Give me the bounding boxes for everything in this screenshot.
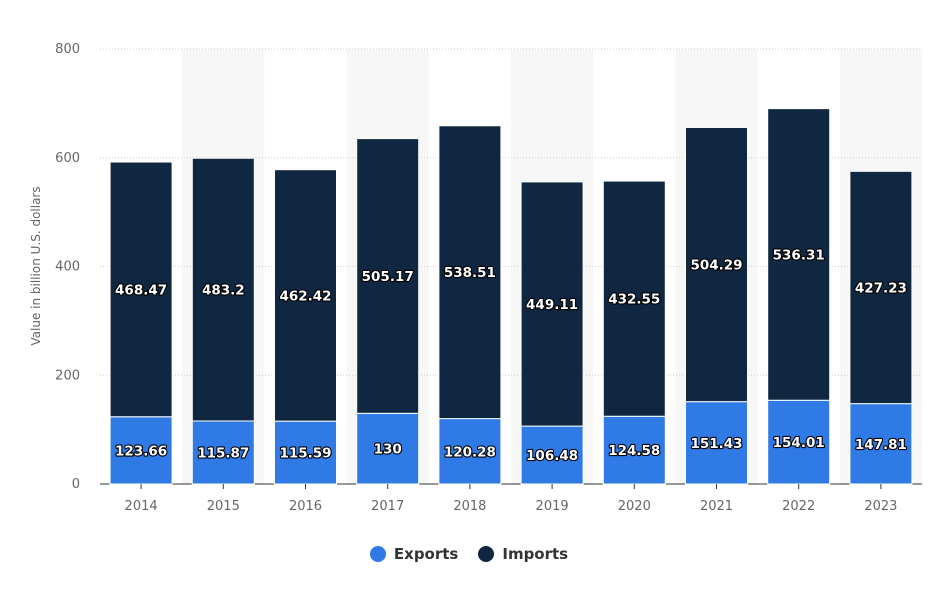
bar-imports[interactable] bbox=[438, 125, 502, 420]
bar-imports[interactable] bbox=[849, 170, 913, 405]
legend-label-imports: Imports bbox=[502, 545, 569, 563]
data-label-imports: 538.51 bbox=[444, 265, 496, 281]
x-tick-label: 2023 bbox=[864, 499, 897, 514]
data-label-imports: 462.42 bbox=[279, 288, 331, 304]
data-label-exports: 115.59 bbox=[279, 446, 331, 462]
exports-legend-marker bbox=[369, 546, 386, 562]
y-tick-label: 400 bbox=[55, 260, 80, 275]
bar-exports[interactable] bbox=[520, 425, 584, 485]
data-label-exports: 151.43 bbox=[690, 436, 742, 452]
x-axis-ticks: 2014 2015 2016 2017 2018 2019 2020 2021 2022 2023 bbox=[125, 484, 897, 514]
bar-imports[interactable] bbox=[191, 157, 255, 422]
data-label-imports: 536.31 bbox=[773, 247, 825, 263]
data-label-imports: 427.23 bbox=[855, 280, 907, 296]
y-tick-label: 800 bbox=[55, 42, 80, 57]
data-label-imports: 504.29 bbox=[690, 258, 742, 274]
y-tick-label: 0 bbox=[72, 477, 80, 492]
data-label-exports: 106.48 bbox=[526, 448, 578, 464]
data-label-imports: 468.47 bbox=[115, 282, 167, 298]
data-label-exports: 124.58 bbox=[608, 443, 660, 459]
x-tick-label: 2017 bbox=[371, 499, 404, 514]
bar-imports[interactable] bbox=[356, 138, 420, 414]
x-tick-label: 2022 bbox=[782, 499, 815, 514]
legend: Exports Imports bbox=[0, 545, 938, 563]
bar-exports[interactable] bbox=[438, 418, 502, 485]
y-axis-title: Value in billion U.S. dollars bbox=[29, 186, 43, 345]
bar-imports[interactable] bbox=[602, 180, 666, 417]
bar-exports[interactable] bbox=[274, 420, 337, 485]
x-tick-label: 2018 bbox=[453, 499, 486, 514]
bar-exports[interactable] bbox=[191, 420, 255, 485]
bar-imports[interactable] bbox=[767, 108, 831, 401]
bar-imports[interactable] bbox=[274, 169, 337, 422]
data-labels: 123.66 468.47 115.87 483.2 115.59 462.42 130 50… bbox=[114, 246, 908, 465]
bar-imports[interactable] bbox=[685, 126, 748, 403]
bar-imports[interactable] bbox=[109, 161, 173, 418]
data-label-imports: 483.2 bbox=[202, 283, 245, 299]
legend-item-imports[interactable]: Imports bbox=[478, 545, 568, 563]
legend-item-exports[interactable]: Exports bbox=[369, 545, 459, 563]
x-tick-label: 2020 bbox=[618, 499, 651, 514]
x-tick-label: 2016 bbox=[289, 499, 322, 514]
y-tick-label: 600 bbox=[55, 151, 80, 166]
x-tick-label: 2015 bbox=[207, 499, 240, 514]
x-tick-label: 2014 bbox=[125, 499, 158, 514]
data-label-exports: 130 bbox=[374, 442, 402, 458]
bar-imports[interactable] bbox=[520, 181, 584, 427]
y-tick-label: 200 bbox=[55, 368, 80, 383]
data-label-exports: 154.01 bbox=[773, 435, 825, 451]
data-label-exports: 115.87 bbox=[197, 445, 249, 461]
x-tick-label: 2021 bbox=[700, 499, 733, 514]
bar-exports[interactable] bbox=[356, 412, 420, 485]
x-tick-label: 2019 bbox=[536, 499, 569, 514]
data-label-exports: 123.66 bbox=[115, 443, 167, 459]
imports-legend-marker bbox=[478, 546, 495, 562]
data-label-imports: 449.11 bbox=[526, 297, 578, 313]
y-axis-ticks: 0 200 400 600 800 bbox=[55, 42, 80, 492]
bars bbox=[109, 108, 913, 485]
data-label-exports: 120.28 bbox=[444, 444, 496, 460]
data-label-imports: 432.55 bbox=[608, 292, 660, 308]
legend-label-exports: Exports bbox=[393, 545, 459, 563]
data-label-exports: 147.81 bbox=[855, 437, 907, 453]
data-label-imports: 505.17 bbox=[362, 269, 414, 285]
